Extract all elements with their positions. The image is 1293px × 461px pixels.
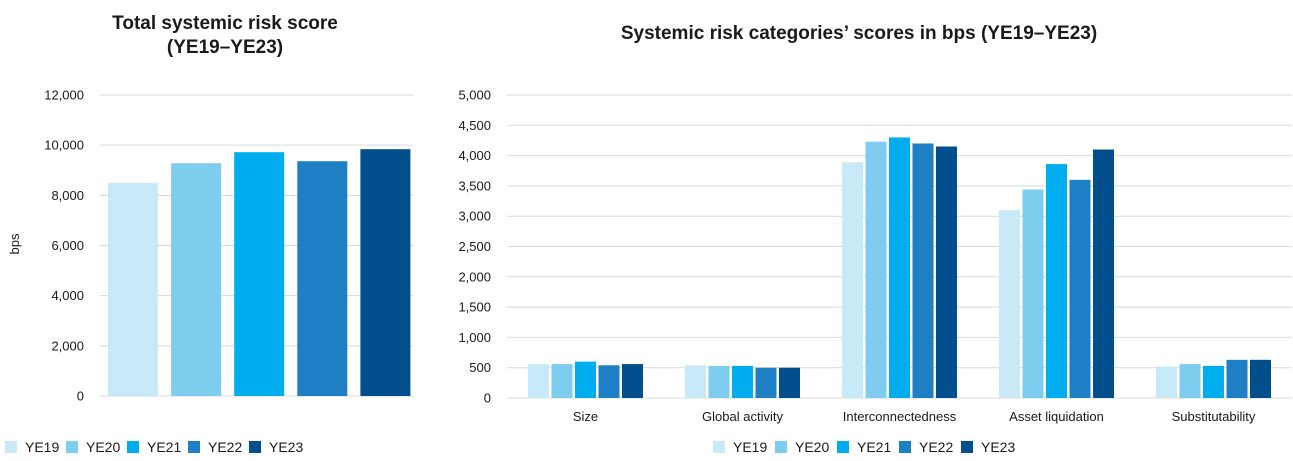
- legend-label-ye20: YE20: [86, 439, 120, 455]
- left-y-tick-label: 12,000: [44, 88, 84, 103]
- legend-label-ye19: YE19: [25, 439, 59, 455]
- right-bar-ye20: [865, 141, 887, 399]
- legend-label-ye23: YE23: [269, 439, 303, 455]
- right-y-tick-label: 3,000: [458, 209, 491, 224]
- legend-swatch-ye22: [899, 441, 911, 453]
- right-bar-ye21: [1046, 164, 1067, 398]
- right-y-tick-label: 1,500: [458, 300, 491, 315]
- right-bar-ye20: [1022, 189, 1044, 398]
- right-plot-area: 0 500 1,000 1,500 2,000 2,500 3,000 3,500 4,000 4…: [458, 88, 1292, 424]
- right-bar-ye22: [1226, 359, 1248, 398]
- right-bar-ye21: [732, 365, 753, 398]
- right-bar-ye21: [575, 361, 596, 398]
- right-bar-ye23: [779, 367, 800, 398]
- right-bar-ye22: [598, 365, 620, 398]
- legend-label-ye20: YE20: [795, 439, 829, 455]
- legend-label-ye19: YE19: [733, 439, 767, 455]
- left-chart-title-line-2: (YE19–YE23): [167, 37, 283, 58]
- right-bar-ye22: [912, 143, 934, 398]
- right-y-tick-label: 5,000: [458, 88, 491, 103]
- right-x-category-label: Size: [573, 409, 598, 424]
- right-bar-ye21: [1203, 365, 1224, 398]
- right-x-category-label: Substitutability: [1172, 409, 1256, 424]
- right-bar-ye20: [1179, 364, 1201, 398]
- right-bar-ye19: [842, 162, 863, 398]
- right-y-tick-label: 4,000: [458, 148, 491, 163]
- left-y-tick-label: 6,000: [51, 238, 84, 253]
- left-chart-title-line-1: Total systemic risk score: [112, 13, 338, 34]
- right-bar-ye19: [685, 365, 706, 398]
- legend-swatch-ye21: [127, 441, 139, 453]
- right-bar-ye23: [1250, 359, 1271, 398]
- legend-label-ye21: YE21: [857, 439, 891, 455]
- right-bar-ye19: [999, 210, 1020, 398]
- right-x-category-label: Interconnectedness: [843, 409, 957, 424]
- left-bar-ye22: [297, 161, 348, 396]
- right-bar-ye20: [551, 364, 573, 398]
- right-y-tick-label: 500: [469, 360, 491, 375]
- left-bar-ye21: [234, 152, 285, 396]
- left-plot-area: 0 2,000 4,000 6,000 8,000 10,000 12,000: [44, 88, 413, 404]
- left-y-tick-label: 4,000: [51, 288, 84, 303]
- right-y-tick-label: 1,000: [458, 330, 491, 345]
- right-bar-ye22: [755, 367, 777, 398]
- right-legend: YE19 YE20 YE21 YE22 YE23: [713, 439, 1015, 455]
- right-bar-ye19: [1156, 366, 1177, 398]
- legend-label-ye23: YE23: [981, 439, 1015, 455]
- left-y-tick-label: 0: [77, 389, 84, 404]
- left-y-tick-label: 8,000: [51, 188, 84, 203]
- right-bar-ye20: [708, 365, 730, 398]
- legend-swatch-ye19: [713, 441, 725, 453]
- right-x-category-label: Global activity: [702, 409, 783, 424]
- right-bar-ye23: [936, 146, 957, 398]
- legend-swatch-ye22: [188, 441, 200, 453]
- right-y-tick-label: 4,500: [458, 118, 491, 133]
- right-bar-ye23: [1093, 149, 1114, 398]
- right-bar-ye23: [622, 364, 643, 398]
- right-bar-ye21: [889, 137, 910, 399]
- right-y-tick-label: 2,500: [458, 239, 491, 254]
- legend-swatch-ye23: [961, 441, 973, 453]
- left-bar-ye20: [171, 163, 222, 396]
- left-y-tick-label: 10,000: [44, 138, 84, 153]
- left-y-tick-label: 2,000: [51, 338, 84, 353]
- left-y-axis-label: bps: [7, 233, 22, 254]
- right-bar-ye22: [1069, 179, 1091, 398]
- right-bar-ye19: [528, 364, 549, 398]
- legend-swatch-ye20: [775, 441, 787, 453]
- legend-label-ye21: YE21: [147, 439, 181, 455]
- legend-swatch-ye20: [66, 441, 78, 453]
- right-x-category-label: Asset liquidation: [1009, 409, 1104, 424]
- left-bar-ye23: [360, 149, 411, 396]
- legend-swatch-ye19: [5, 441, 17, 453]
- legend-swatch-ye21: [837, 441, 849, 453]
- right-chart-title: Systemic risk categories’ scores in bps …: [621, 23, 1097, 44]
- legend-label-ye22: YE22: [208, 439, 242, 455]
- left-legend: YE19 YE20 YE21 YE22 YE23: [5, 439, 303, 455]
- legend-swatch-ye23: [249, 441, 261, 453]
- right-y-tick-label: 0: [484, 391, 491, 406]
- right-y-tick-label: 2,000: [458, 269, 491, 284]
- right-y-tick-label: 3,500: [458, 178, 491, 193]
- legend-label-ye22: YE22: [919, 439, 953, 455]
- left-bar-ye19: [108, 182, 158, 396]
